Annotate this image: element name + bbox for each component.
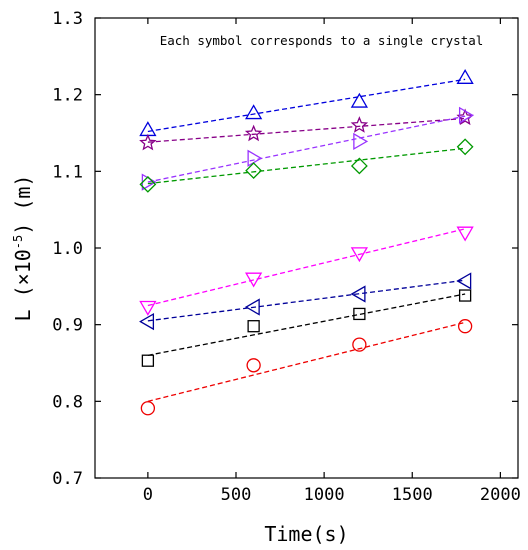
data-point-triangle-left	[244, 298, 260, 316]
x-tick-label: 500	[221, 485, 252, 505]
data-point-circle	[457, 319, 473, 334]
y-tick-label: 0.8	[52, 392, 83, 412]
fit-line	[147, 147, 466, 185]
data-point-triangle-up	[456, 68, 474, 84]
y-tick-label: 0.9	[52, 316, 83, 336]
data-point-diamond	[245, 162, 263, 179]
data-point-star	[139, 133, 157, 151]
data-point-circle	[246, 358, 261, 373]
data-point-diamond	[456, 138, 474, 156]
fit-line	[147, 321, 466, 402]
data-point-circle	[140, 401, 156, 416]
fit-line	[147, 78, 466, 133]
x-tick-label: 2000	[480, 485, 521, 505]
data-point-triangle-left	[139, 312, 155, 331]
data-point-square	[247, 320, 260, 333]
data-point-square	[141, 354, 155, 367]
fit-lines	[147, 78, 466, 402]
x-axis-label: Time(s)	[264, 522, 348, 546]
y-axis-label-exponent: -5	[11, 235, 25, 249]
data-point-triangle-right	[353, 132, 369, 151]
tick-labels: 0 500 1000 1500 2000 0.7 0.8 0.9 1.0 1.1 1.2 1.3	[52, 9, 521, 505]
data-point-triangle-up	[244, 104, 263, 120]
data-point-triangle-up	[350, 92, 369, 108]
data-point-square	[458, 289, 472, 302]
data-point-square	[353, 307, 366, 321]
data-point-triangle-down	[350, 247, 369, 263]
data-point-triangle-down	[244, 272, 263, 288]
data-point-diamond	[139, 175, 157, 193]
fit-line	[147, 115, 466, 183]
data-point-star	[244, 124, 263, 142]
data-point-triangle-right	[247, 149, 263, 167]
data-markers	[139, 68, 474, 416]
data-point-circle	[352, 337, 367, 352]
fit-line	[147, 293, 466, 356]
plot-frame	[94, 17, 519, 479]
data-point-diamond	[350, 157, 368, 175]
x-tick-label: 0	[143, 485, 153, 505]
data-point-triangle-up	[139, 121, 157, 137]
x-tick-label: 1000	[304, 485, 345, 505]
y-axis-label-unit: ) (m)	[11, 175, 35, 235]
y-axis-label-main: L (×10	[11, 249, 35, 321]
y-axis-label: L (×10-5) (m)	[11, 175, 35, 322]
y-tick-label: 1.2	[52, 86, 83, 106]
data-point-triangle-down	[139, 300, 157, 316]
chart-annotation: Each symbol corresponds to a single crys…	[160, 33, 484, 48]
tick-marks	[95, 17, 518, 479]
data-point-triangle-left	[456, 272, 472, 290]
data-point-star	[350, 116, 369, 133]
fit-line	[147, 117, 466, 143]
fit-line	[147, 228, 466, 307]
data-point-triangle-right	[458, 106, 474, 124]
y-tick-label: 1.1	[52, 162, 83, 182]
y-tick-label: 0.7	[52, 469, 83, 489]
data-point-triangle-down	[456, 226, 474, 242]
data-point-triangle-left	[350, 285, 366, 303]
x-tick-label: 1500	[392, 485, 433, 505]
y-tick-label: 1.3	[52, 9, 83, 29]
fit-line	[147, 279, 466, 322]
y-tick-label: 1.0	[52, 239, 83, 259]
